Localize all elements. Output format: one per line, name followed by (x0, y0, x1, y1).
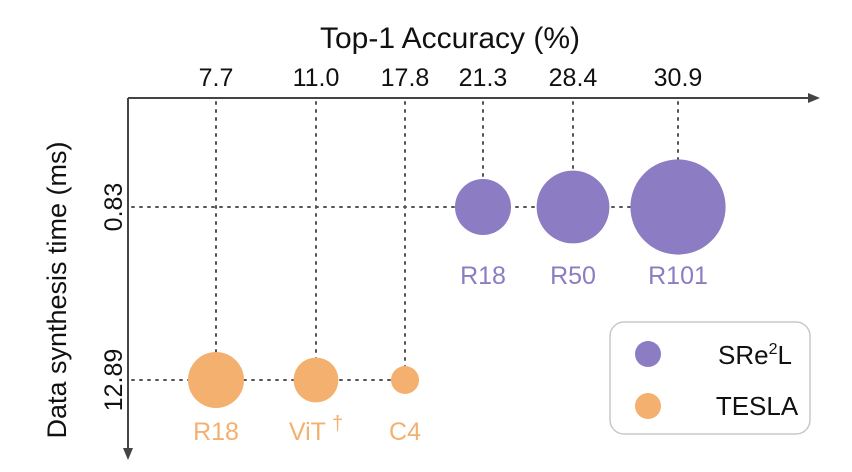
point-sre2l-r18 (455, 179, 511, 235)
label-sre2l-r101: R101 (648, 262, 708, 290)
label-sre2l-r18: R18 (460, 262, 506, 290)
x-tick-2: 17.8 (381, 64, 430, 92)
x-tick-1: 11.0 (293, 64, 340, 92)
point-sre2l-r50 (536, 170, 610, 244)
legend-marker-tesla (635, 393, 661, 419)
y-axis-label: Data synthesis time (ms) (42, 141, 72, 438)
x-tick-0: 7.7 (199, 64, 234, 92)
point-tesla-r18 (188, 352, 244, 408)
point-sre2l-r101 (630, 159, 726, 255)
y-tick-0: 0.83 (100, 183, 128, 232)
x-tick-4: 28.4 (549, 64, 598, 92)
y-tick-labels: 0.83 12.89 (100, 183, 128, 412)
point-labels: R18 R50 R101 R18 ViT † C4 (193, 262, 708, 446)
point-tesla-c4 (391, 366, 419, 394)
legend-label-sre2l-sup: 2 (769, 341, 778, 358)
label-sre2l-r50: R50 (550, 262, 596, 290)
point-tesla-vit (293, 357, 339, 403)
y-tick-1: 12.89 (100, 349, 128, 412)
legend-label-tesla: TESLA (716, 391, 799, 421)
label-tesla-vit: ViT † (289, 413, 343, 446)
legend-label-sre2l: SRe2L (718, 340, 792, 370)
data-points (188, 159, 726, 408)
legend-marker-sre2l (635, 341, 661, 367)
legend: SRe2L TESLA (609, 321, 811, 435)
legend-label-sre2l-text: SRe (718, 340, 769, 370)
label-tesla-c4: C4 (389, 418, 421, 446)
guide-lines (131, 101, 679, 381)
legend-label-sre2l-tail: L (778, 340, 792, 370)
x-tick-labels: 7.7 11.0 17.8 21.3 28.4 30.9 (199, 64, 703, 92)
x-tick-3: 21.3 (459, 64, 508, 92)
label-tesla-r18: R18 (193, 418, 239, 446)
x-tick-5: 30.9 (654, 64, 703, 92)
chart-title: Top-1 Accuracy (%) (320, 22, 580, 55)
